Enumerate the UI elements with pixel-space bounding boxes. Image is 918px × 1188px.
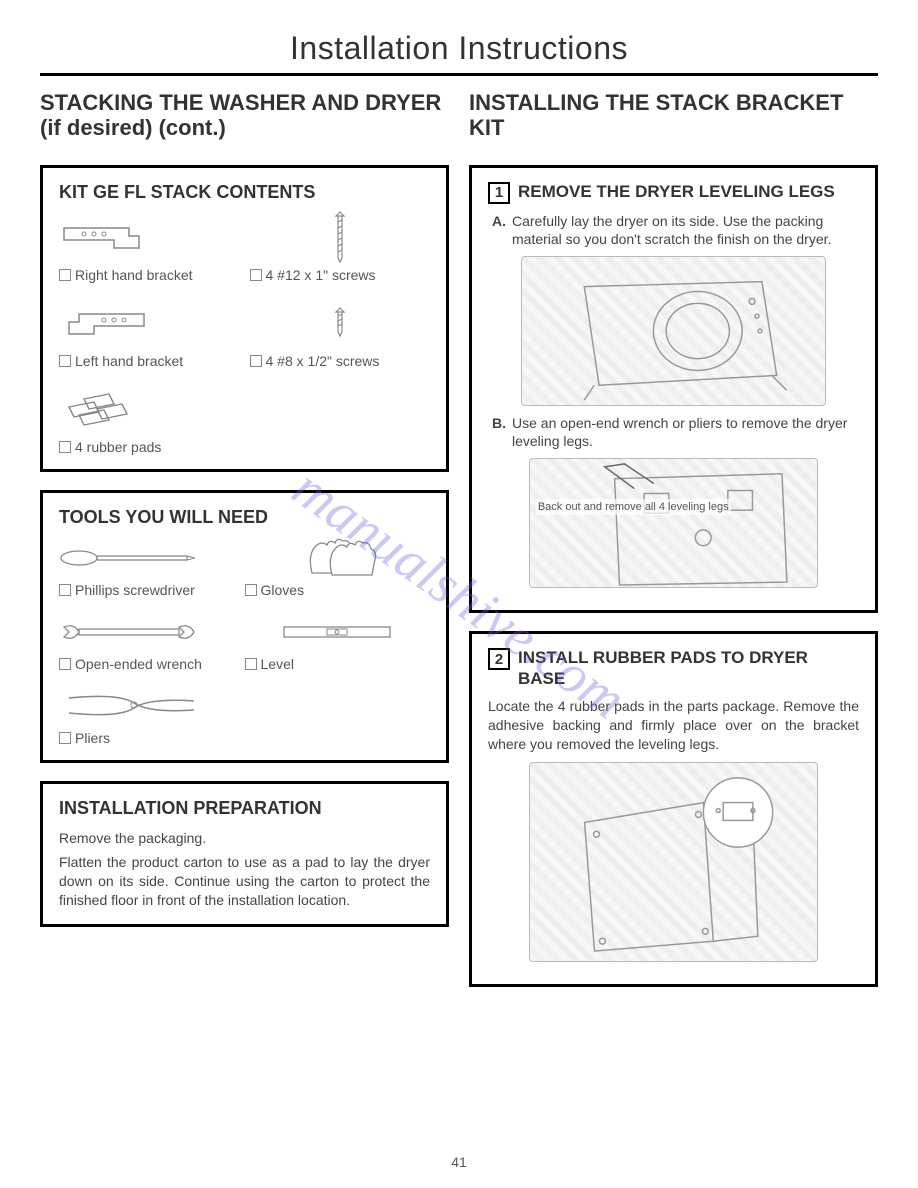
step2-title: INSTALL RUBBER PADS TO DRYER BASE	[518, 648, 859, 689]
kit-item-label: 4 #12 x 1" screws	[250, 267, 376, 283]
gloves-icon	[245, 538, 431, 578]
page-title: Installation Instructions	[40, 30, 878, 76]
kit-item-label: 4 #8 x 1/2" screws	[250, 353, 380, 369]
kit-contents-box: KIT GE FL STACK CONTENTS Right hand brac…	[40, 165, 449, 472]
short-screw-icon	[250, 299, 431, 349]
tool-item-label: Gloves	[245, 582, 305, 598]
substep-letter: A.	[492, 212, 506, 248]
level-icon	[245, 612, 431, 652]
tool-item-label: Level	[245, 656, 294, 672]
kit-item: Right hand bracket	[59, 213, 240, 283]
screwdriver-icon	[59, 538, 245, 578]
wrench-icon	[59, 612, 245, 652]
content-columns: STACKING THE WASHER AND DRYER (if desire…	[40, 90, 878, 987]
tool-item: Pliers	[59, 686, 245, 746]
rubber-pads-figure	[529, 762, 818, 962]
remove-legs-figure: Back out and remove all 4 leveling legs	[529, 458, 818, 588]
kit-item: 4 #12 x 1" screws	[250, 213, 431, 283]
tool-item-label: Open-ended wrench	[59, 656, 202, 672]
step-number: 2	[488, 648, 510, 670]
step2-body: Locate the 4 rubber pads in the parts pa…	[488, 697, 859, 754]
pliers-icon	[59, 686, 245, 726]
left-column: STACKING THE WASHER AND DRYER (if desire…	[40, 90, 449, 987]
step1-box: 1 REMOVE THE DRYER LEVELING LEGS A. Care…	[469, 165, 878, 614]
prep-text: Remove the packaging.	[59, 829, 430, 848]
step2-box: 2 INSTALL RUBBER PADS TO DRYER BASE Loca…	[469, 631, 878, 986]
kit-item: Left hand bracket	[59, 299, 240, 369]
kit-item-label: Right hand bracket	[59, 267, 193, 283]
right-heading: INSTALLING THE STACK BRACKET KIT	[469, 90, 878, 141]
step1-title: REMOVE THE DRYER LEVELING LEGS	[518, 182, 835, 202]
kit-box-title: KIT GE FL STACK CONTENTS	[59, 182, 430, 203]
tool-item: Phillips screwdriver	[59, 538, 245, 598]
step-number: 1	[488, 182, 510, 204]
prep-box-title: INSTALLATION PREPARATION	[59, 798, 430, 819]
tool-item: Gloves	[245, 538, 431, 598]
long-screw-icon	[250, 213, 431, 263]
kit-item: 4 #8 x 1/2" screws	[250, 299, 431, 369]
figure-callout: Back out and remove all 4 leveling legs	[536, 499, 731, 515]
tool-item-label: Phillips screwdriver	[59, 582, 195, 598]
prep-box: INSTALLATION PREPARATION Remove the pack…	[40, 781, 449, 928]
substep-letter: B.	[492, 414, 506, 450]
kit-item-label: 4 rubber pads	[59, 439, 161, 455]
left-bracket-icon	[59, 299, 240, 349]
substep-text: Use an open-end wrench or pliers to remo…	[512, 414, 859, 450]
substep-text: Carefully lay the dryer on its side. Use…	[512, 212, 859, 248]
left-heading: STACKING THE WASHER AND DRYER (if desire…	[40, 90, 449, 141]
kit-item: 4 rubber pads	[59, 385, 240, 455]
tool-item: Open-ended wrench	[59, 612, 245, 672]
prep-text: Flatten the product carton to use as a p…	[59, 853, 430, 910]
tools-box: TOOLS YOU WILL NEED Phillips screwdriver…	[40, 490, 449, 763]
dryer-on-side-figure	[521, 256, 825, 406]
right-column: INSTALLING THE STACK BRACKET KIT 1 REMOV…	[469, 90, 878, 987]
tools-box-title: TOOLS YOU WILL NEED	[59, 507, 430, 528]
tool-item: Level	[245, 612, 431, 672]
right-bracket-icon	[59, 213, 240, 263]
kit-item-label: Left hand bracket	[59, 353, 183, 369]
rubber-pads-icon	[59, 385, 240, 435]
page-number: 41	[0, 1154, 918, 1170]
tool-item-label: Pliers	[59, 730, 110, 746]
